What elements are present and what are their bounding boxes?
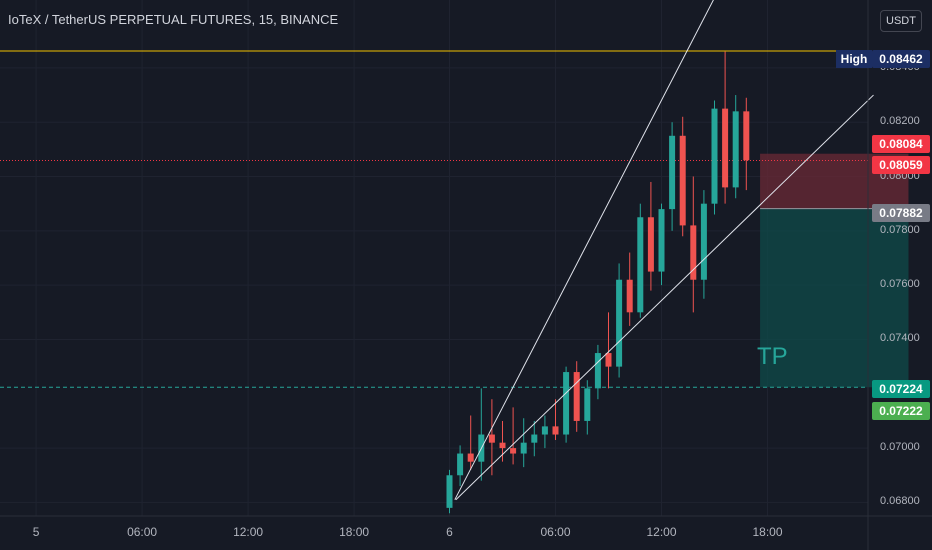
candle-body [541, 426, 548, 435]
candle-body [626, 279, 633, 313]
candle-body [510, 448, 517, 454]
price-tag: 0.07882 [872, 204, 930, 222]
time-tick-label: 06:00 [540, 525, 571, 539]
candle-body [531, 434, 538, 443]
time-tick-label: 06:00 [127, 525, 158, 539]
currency-button[interactable]: USDT [880, 10, 922, 32]
candle-body [563, 372, 570, 435]
price-tick-label: 0.07400 [880, 332, 920, 345]
tp-label: TP [757, 343, 788, 370]
candle-body [679, 135, 686, 226]
time-tick-label: 18:00 [752, 525, 783, 539]
candle-body [520, 442, 527, 454]
trendline [455, 94, 874, 501]
candle-body [552, 426, 559, 435]
time-tick-label: 12:00 [233, 525, 264, 539]
price-tag: 0.08059 [872, 156, 930, 174]
candle-body [637, 217, 644, 313]
time-tick-label: 18:00 [339, 525, 370, 539]
target-zone [760, 208, 909, 388]
price-tag: 0.07222 [872, 402, 930, 420]
candle-body [616, 279, 623, 367]
candle-body [584, 388, 591, 421]
price-tick-label: 0.06800 [880, 495, 920, 508]
candle-body [743, 111, 750, 161]
candle-body [647, 217, 654, 272]
candle-body [700, 203, 707, 280]
candle-body [446, 475, 453, 508]
candle-body [488, 434, 495, 443]
candle-body [594, 353, 601, 389]
candle-body [499, 442, 506, 449]
symbol-title: IoTeX / TetherUS PERPETUAL FUTURES, 15, … [8, 12, 339, 27]
price-tick-label: 0.07000 [880, 441, 920, 454]
price-tick-label: 0.07600 [880, 278, 920, 291]
candle-body [457, 453, 464, 476]
high-label: High [836, 50, 872, 68]
price-tag: 0.08084 [872, 135, 930, 153]
time-tick-label: 12:00 [646, 525, 677, 539]
candle-body [732, 111, 739, 188]
candle-body [467, 453, 474, 462]
price-tick-label: 0.08200 [880, 115, 920, 128]
high-price-tag: 0.08462 [872, 50, 930, 68]
time-tick-label: 5 [32, 525, 40, 539]
candle-body [669, 135, 676, 210]
price-tag: 0.07224 [872, 380, 930, 398]
price-tick-label: 0.07800 [880, 223, 920, 236]
candle-body [605, 353, 612, 367]
candle-body [573, 372, 580, 421]
candle-body [711, 108, 718, 204]
candle-body [722, 108, 729, 188]
candle-body [658, 209, 665, 272]
trendline [454, 0, 714, 500]
time-tick-label: 6 [446, 525, 453, 539]
candle-body [690, 225, 697, 280]
